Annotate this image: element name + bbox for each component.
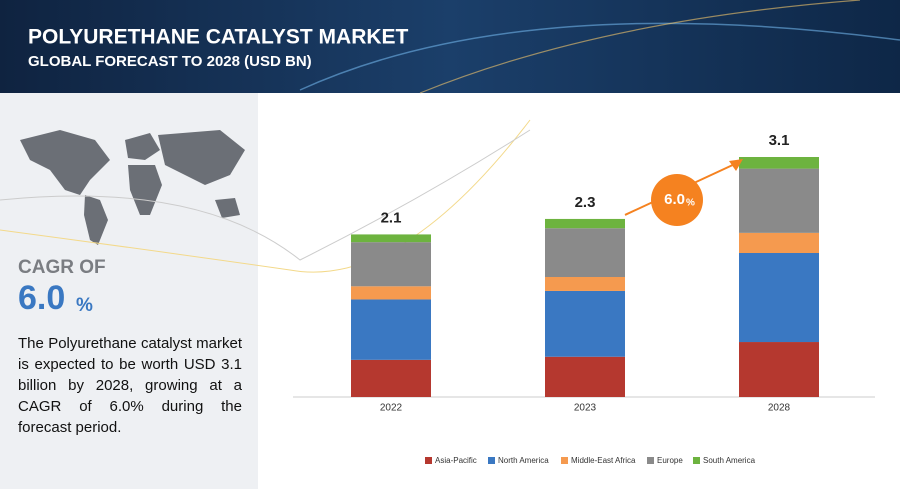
bar-segment <box>545 290 625 357</box>
total-label: 2.1 <box>381 209 402 226</box>
badge-unit: % <box>686 198 695 209</box>
legend-label: South America <box>703 456 756 465</box>
legend-swatch <box>425 457 432 464</box>
legend-label: Middle-East Africa <box>571 456 636 465</box>
badge-value: 6.0 <box>664 191 685 208</box>
legend-label: Asia-Pacific <box>435 456 477 465</box>
legend-label: North America <box>498 456 549 465</box>
description: The Polyurethane catalyst market is expe… <box>18 335 242 436</box>
bar-segment <box>351 359 431 397</box>
subtitle: GLOBAL FORECAST TO 2028 (USD BN) <box>28 53 312 70</box>
legend-swatch <box>488 457 495 464</box>
bar-segment <box>739 168 819 233</box>
total-label: 3.1 <box>769 132 790 149</box>
bar-segment <box>545 356 625 397</box>
legend-swatch <box>693 457 700 464</box>
bar-segment <box>739 342 819 397</box>
x-tick-label: 2022 <box>380 403 403 414</box>
arrow-head <box>729 159 743 171</box>
header-decor <box>299 22 900 91</box>
title: POLYURETHANE CATALYST MARKET <box>28 26 409 49</box>
header-bg <box>0 0 900 93</box>
legend-swatch <box>647 457 654 464</box>
bar-segment <box>351 242 431 287</box>
bar-segment <box>351 234 431 243</box>
total-label: 2.3 <box>575 194 596 211</box>
world-map <box>20 130 245 245</box>
cagr-value: 6.0 <box>18 279 65 317</box>
bar-segment <box>739 157 819 169</box>
decor-line <box>0 119 531 273</box>
bar-segment <box>351 299 431 360</box>
cagr-badge <box>651 174 703 226</box>
header-decor <box>419 0 861 94</box>
bar-segment <box>351 286 431 300</box>
bar-segment <box>739 253 819 343</box>
x-tick-label: 2023 <box>574 403 597 414</box>
bar-segment <box>545 228 625 277</box>
x-tick-label: 2028 <box>768 403 791 414</box>
legend-label: Europe <box>657 456 683 465</box>
legend-swatch <box>561 457 568 464</box>
decor-line <box>0 129 531 261</box>
cagr-label: CAGR OF <box>18 257 106 278</box>
bar-segment <box>545 277 625 291</box>
bar-segment <box>739 232 819 253</box>
bar-segment <box>545 218 625 229</box>
cagr-unit: % <box>76 295 93 316</box>
